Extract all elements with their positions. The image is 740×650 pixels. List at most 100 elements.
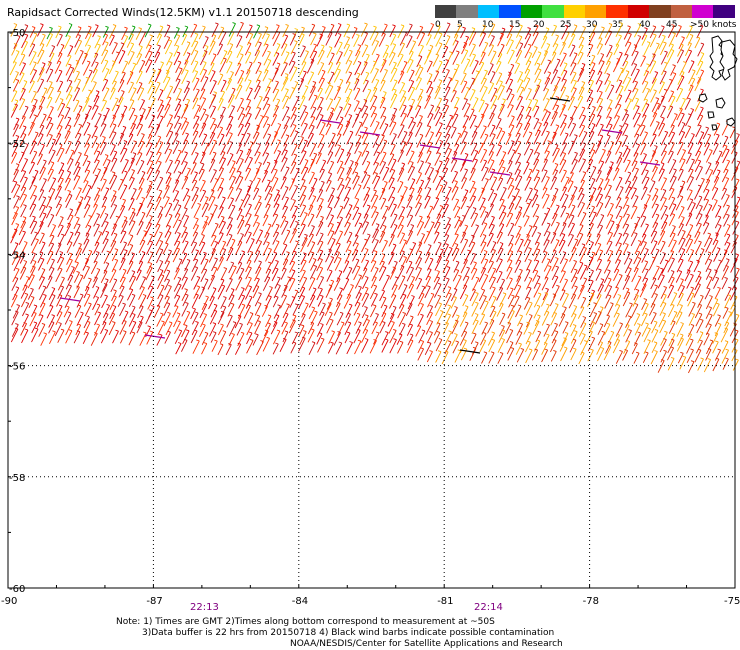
- wind-barb: [74, 153, 82, 166]
- wind-barb-flag: [427, 162, 431, 165]
- wind-barb-flag: [336, 277, 341, 280]
- wind-barb: [400, 142, 407, 154]
- wind-barb: [29, 106, 37, 119]
- wind-barb: [543, 259, 551, 272]
- wind-barb: [697, 115, 704, 127]
- wind-barb: [11, 181, 18, 194]
- wind-barb: [434, 296, 442, 309]
- wind-barb: [570, 286, 578, 300]
- wind-barb: [415, 268, 422, 281]
- wind-barb-flag: [438, 255, 442, 258]
- wind-barb-flag: [554, 43, 559, 46]
- wind-barb: [334, 243, 341, 256]
- wind-barb: [236, 209, 243, 221]
- wind-barb: [686, 169, 694, 183]
- wind-barb-flag: [680, 43, 684, 46]
- wind-barb: [693, 284, 701, 298]
- wind-barb: [73, 114, 81, 128]
- wind-barb: [209, 124, 218, 139]
- wind-barb: [670, 65, 676, 76]
- wind-barb-flag: [546, 258, 551, 261]
- wind-barb: [595, 269, 602, 281]
- wind-barb: [66, 81, 73, 93]
- wind-barb: [64, 108, 71, 120]
- color-scale-swatches: [435, 5, 735, 18]
- wind-barb-flag: [121, 49, 126, 52]
- wind-barb: [603, 260, 611, 274]
- wind-barb: [462, 190, 469, 202]
- wind-barb-flag: [339, 41, 343, 44]
- wind-barb-flag: [483, 148, 487, 151]
- wind-barb: [541, 188, 548, 199]
- wind-barb-flag: [418, 202, 422, 205]
- wind-barb: [580, 172, 587, 183]
- wind-barb: [578, 37, 585, 49]
- wind-barb-flag: [43, 113, 47, 116]
- wind-barb-flag: [105, 262, 109, 265]
- wind-barb-flag: [493, 104, 497, 107]
- wind-barb: [724, 243, 731, 255]
- wind-barb-flag: [697, 270, 701, 273]
- wind-barb-flag: [511, 195, 516, 198]
- wind-barb: [164, 40, 173, 55]
- wind-barb-flag: [633, 205, 638, 208]
- wind-barb-flag: [33, 69, 37, 72]
- wind-barb-flag: [526, 77, 531, 80]
- wind-barb-flag: [291, 87, 295, 90]
- wind-barb-flag: [446, 22, 451, 25]
- wind-barb-flag: [484, 69, 488, 72]
- wind-barb-flag: [714, 239, 719, 242]
- wind-barb: [559, 187, 568, 202]
- wind-barb: [265, 262, 272, 274]
- wind-barb-flag: [385, 166, 389, 169]
- wind-barb: [616, 152, 623, 164]
- wind-barb-flag: [492, 241, 497, 243]
- wind-barb-flag: [187, 167, 191, 170]
- wind-barb-flag: [194, 266, 198, 269]
- wind-barb-flag: [679, 87, 683, 90]
- wind-barb: [118, 51, 126, 64]
- wind-barb: [687, 250, 695, 262]
- wind-barb-flag: [453, 151, 457, 154]
- wind-barb: [128, 221, 136, 235]
- wind-barb-flag: [130, 42, 134, 45]
- wind-barb: [289, 261, 296, 273]
- wind-barb: [100, 143, 107, 156]
- wind-barb: [109, 296, 117, 311]
- wind-barb-flag: [372, 260, 377, 263]
- wind-barb: [136, 46, 143, 59]
- wind-barb-flag: [627, 148, 631, 150]
- wind-barb-flag: [347, 213, 352, 215]
- wind-barb-flag: [481, 288, 485, 291]
- wind-barb-flag: [410, 224, 414, 227]
- wind-barb: [379, 60, 387, 73]
- wind-barb-flag: [330, 71, 335, 74]
- wind-barb-flag: [268, 193, 273, 196]
- wind-barb: [299, 106, 307, 120]
- wind-barb: [496, 128, 503, 140]
- wind-barb-flag: [625, 113, 629, 116]
- wind-barb-flag: [149, 34, 153, 37]
- wind-barb-flag: [664, 205, 668, 208]
- wind-barb-flag: [246, 193, 251, 196]
- wind-barb-flag: [608, 184, 612, 187]
- wind-barb-flag: [547, 59, 551, 62]
- wind-barb: [516, 80, 524, 93]
- wind-barb-flag: [255, 131, 260, 134]
- wind-barb: [586, 242, 594, 256]
- wind-barb-flag: [212, 117, 216, 120]
- wind-barb: [119, 303, 126, 317]
- wind-barb: [226, 62, 233, 74]
- wind-barb: [480, 259, 489, 274]
- wind-barb-flag: [330, 256, 334, 259]
- wind-barb-flag: [439, 140, 443, 142]
- wind-barb-flag: [475, 224, 479, 227]
- wind-barb-flag: [276, 24, 280, 27]
- wind-barb-flag: [265, 152, 269, 155]
- wind-barb: [336, 124, 344, 137]
- wind-barb-flag: [94, 68, 98, 71]
- wind-barb: [417, 45, 424, 57]
- wind-barb: [388, 178, 395, 190]
- wind-barb: [30, 261, 37, 273]
- wind-barb: [533, 130, 541, 145]
